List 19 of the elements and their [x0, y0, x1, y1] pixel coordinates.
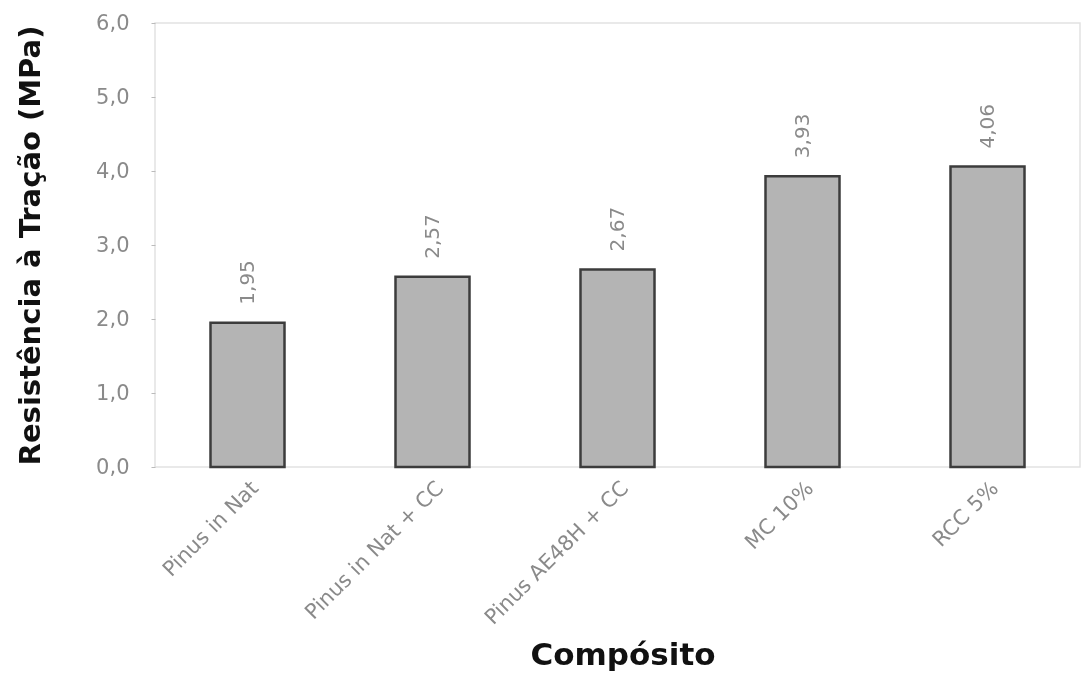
y-tick-label: 5,0: [96, 84, 130, 109]
y-tick-label: 6,0: [96, 10, 130, 35]
y-axis-title: Resistência à Tração (MPa): [12, 25, 47, 466]
data-label: 2,67: [604, 206, 629, 252]
y-tick-label: 1,0: [96, 380, 130, 405]
data-label: 1,95: [234, 260, 259, 305]
y-tick-label: 0,0: [96, 454, 130, 479]
y-tick-label: 2,0: [96, 306, 130, 331]
data-label: 2,57: [419, 214, 444, 259]
bar: [949, 165, 1026, 469]
data-label: 3,93: [789, 113, 814, 159]
bar: [209, 321, 286, 469]
y-tick-label: 3,0: [96, 232, 130, 257]
y-tick-label: 4,0: [96, 158, 130, 183]
x-axis-title: Compósito: [530, 635, 716, 672]
data-label: 4,06: [974, 104, 999, 149]
bar: [394, 275, 471, 469]
bar: [764, 174, 841, 469]
bar: [579, 268, 656, 469]
